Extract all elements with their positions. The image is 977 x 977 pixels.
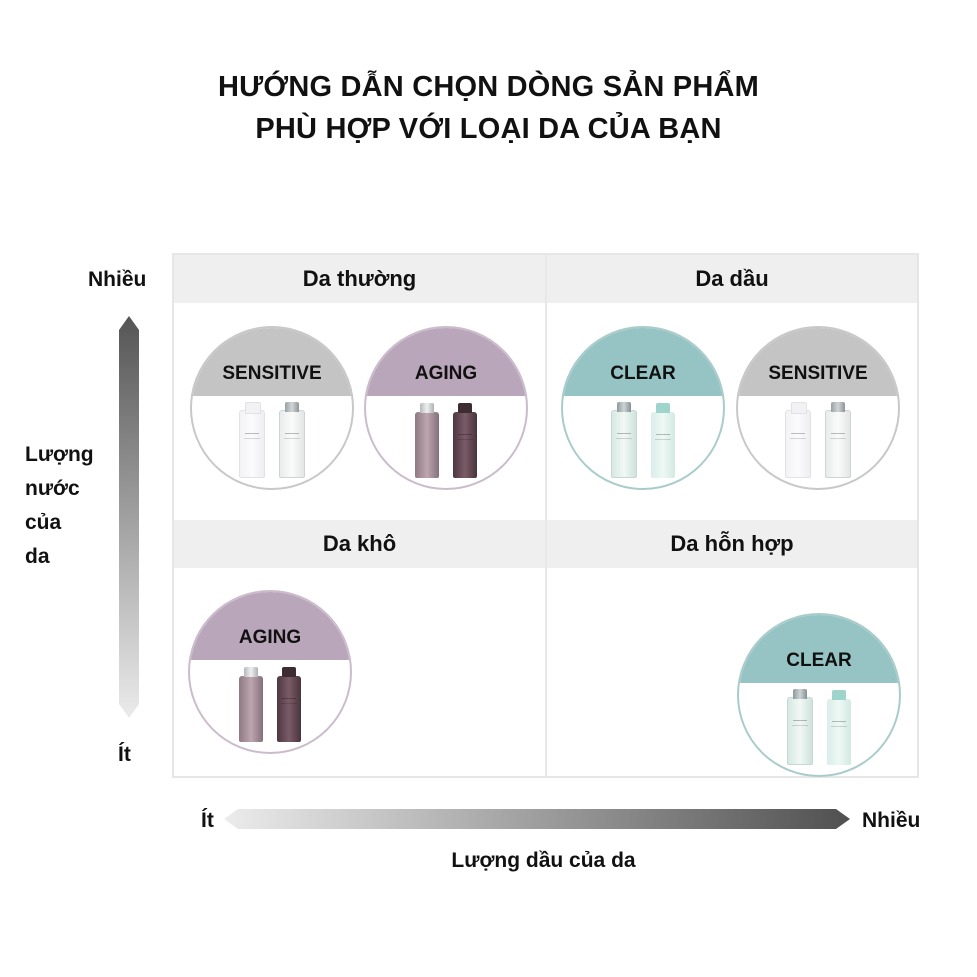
quadrant-title: Da khô [174, 520, 545, 568]
product-bottles [563, 402, 723, 478]
x-axis-min-label: Ít [201, 809, 214, 832]
product-line-label: CLEAR [739, 615, 899, 683]
white-bottle-icon [239, 402, 265, 478]
mint-bottle-icon [827, 690, 851, 765]
product-bottles [190, 667, 350, 742]
product-bottles [192, 402, 352, 478]
plum-bottle-icon [277, 667, 301, 742]
quadrant-dry-skin: Da khô AGING [174, 517, 545, 776]
product-line-sensitive[interactable]: SENSITIVE [190, 326, 354, 490]
product-line-aging[interactable]: AGING [364, 326, 528, 490]
product-line-clear[interactable]: CLEAR [737, 613, 901, 777]
product-line-aging[interactable]: AGING [188, 590, 352, 754]
page-title: HƯỚNG DẪN CHỌN DÒNG SẢN PHẨM PHÙ HỢP VỚI… [0, 66, 977, 150]
product-bottles [366, 403, 526, 478]
product-line-sensitive[interactable]: SENSITIVE [736, 326, 900, 490]
grid-vertical-divider [545, 255, 547, 776]
quadrant-title: Da hỗn hợp [547, 520, 917, 568]
y-axis-max-label: Nhiều [88, 268, 147, 291]
white-bottle-icon [785, 402, 811, 478]
rose-bottle-icon [415, 403, 439, 478]
quadrant-title: Da dầu [547, 255, 917, 303]
product-line-label: CLEAR [563, 328, 723, 396]
plum-bottle-icon [453, 403, 477, 478]
product-bottles [738, 402, 898, 478]
product-line-label: SENSITIVE [738, 328, 898, 396]
x-axis-title: Lượng dầu của da [451, 849, 636, 872]
quadrant-combination-skin: Da hỗn hợp CLEAR [547, 517, 917, 777]
quadrant-title: Da thường [174, 255, 545, 303]
clear-bottle-icon [825, 402, 851, 478]
mint-clear-bottle-icon [787, 689, 813, 765]
product-line-label: AGING [190, 592, 350, 660]
title-line-2: PHÙ HỢP VỚI LOẠI DA CỦA BẠN [255, 113, 722, 145]
product-line-label: AGING [366, 328, 526, 396]
vertical-gradient-arrow-icon [119, 316, 139, 718]
y-axis-min-label: Ít [118, 743, 131, 766]
y-axis-title: Lượng nước của da [25, 443, 94, 568]
quadrant-normal-skin: Da thường SENSITIVE AGING [174, 255, 545, 517]
rose-bottle-icon [239, 667, 263, 742]
title-line-1: HƯỚNG DẪN CHỌN DÒNG SẢN PHẨM [218, 71, 759, 103]
quadrant-oily-skin: Da dầu CLEAR SENSITIVE [547, 255, 917, 517]
mint-bottle-icon [651, 403, 675, 478]
product-line-label: SENSITIVE [192, 328, 352, 396]
product-bottles [739, 689, 899, 765]
mint-clear-bottle-icon [611, 402, 637, 478]
horizontal-gradient-arrow-icon [224, 809, 850, 829]
clear-bottle-icon [279, 402, 305, 478]
x-axis-max-label: Nhiều [862, 809, 921, 832]
product-line-clear[interactable]: CLEAR [561, 326, 725, 490]
skin-type-grid: Da thường SENSITIVE AGING Da dầu CLEAR [172, 253, 919, 778]
